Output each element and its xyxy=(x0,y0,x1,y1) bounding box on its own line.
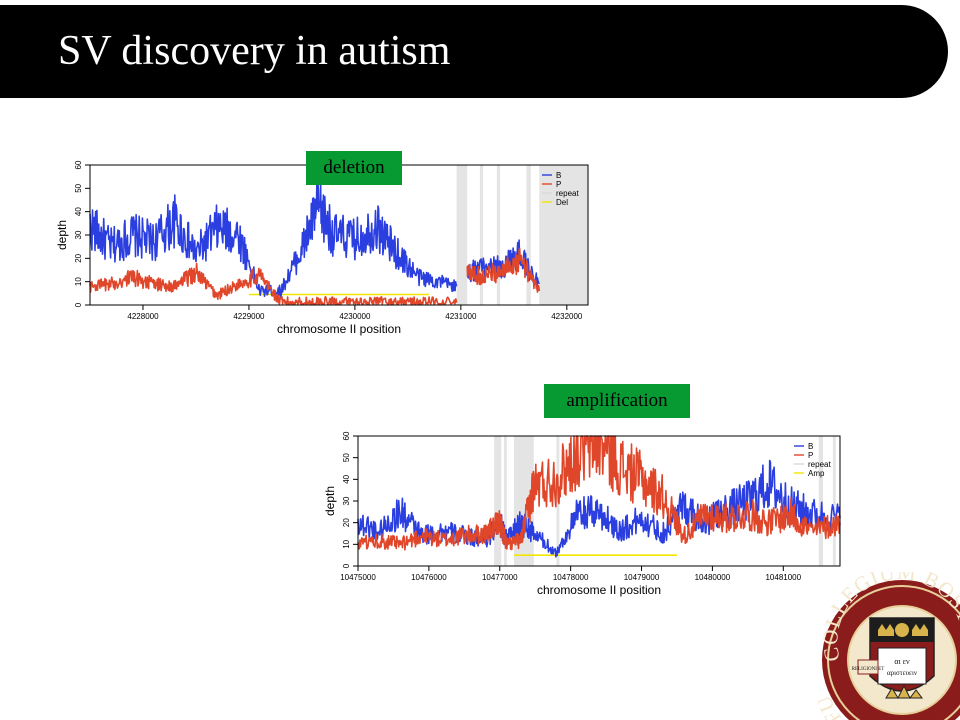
chart2-xtick-label-2: 10477000 xyxy=(482,573,518,582)
chart1-ytick-label-2: 20 xyxy=(74,253,83,262)
chart2-xtick-label-1: 10476000 xyxy=(411,573,447,582)
chart2-series-B-0 xyxy=(357,459,841,558)
chart2-xtick-label-3: 10478000 xyxy=(553,573,589,582)
chart2-legend-label-0: B xyxy=(808,442,813,451)
chart2-ylabel: depth xyxy=(323,486,337,516)
chart1-ytick-label-4: 40 xyxy=(74,207,83,216)
chart2-ytick-label-2: 20 xyxy=(342,518,351,527)
chart1-ytick-label-5: 50 xyxy=(74,183,83,192)
chart1-repeat-region-1 xyxy=(479,165,484,305)
chart1-ylabel: depth xyxy=(55,220,69,250)
chart2-xlabel: chromosome II position xyxy=(537,583,661,597)
chart1-repeat-region-4 xyxy=(539,165,588,305)
amplification-tag: amplification xyxy=(544,384,690,418)
chart2-ytick-label-1: 10 xyxy=(342,539,351,548)
chart1-repeat-region-0 xyxy=(456,165,468,305)
chart2-repeat-region-4 xyxy=(818,436,823,566)
chart2-ytick-label-3: 30 xyxy=(342,496,351,505)
college-seal-logo: COLLEGIUM BOST FU αι εν αριστευειν RELIG… xyxy=(818,572,960,720)
chart1-ytick-label-3: 30 xyxy=(74,230,83,239)
seal-banner-text: RELIGIONI ET xyxy=(852,667,885,672)
chart1-xtick-label-4: 4232000 xyxy=(551,312,583,321)
chart2-legend-label-1: P xyxy=(808,451,813,460)
chart2-repeat-region-0 xyxy=(494,436,502,566)
chart2-xtick-label-4: 10479000 xyxy=(624,573,660,582)
chart1-ytick-label-1: 10 xyxy=(74,277,83,286)
chart1-legend-label-3: Del xyxy=(556,198,568,207)
chart2-repeat-region-1 xyxy=(504,436,507,566)
chart1-xtick-label-3: 4231000 xyxy=(445,312,477,321)
chart2-ytick-label-0: 0 xyxy=(342,563,351,568)
chart1-series-P-3 xyxy=(466,247,541,293)
chart2-xtick-label-0: 10475000 xyxy=(340,573,376,582)
chart2-repeat-region-5 xyxy=(832,436,836,566)
chart1-ytick-label-6: 60 xyxy=(74,160,83,169)
chart1-xlabel: chromosome II position xyxy=(277,322,401,336)
chart1-repeat-region-2 xyxy=(496,165,501,305)
chart2-ytick-label-6: 60 xyxy=(342,431,351,440)
chart1-legend-label-2: repeat xyxy=(556,189,579,198)
chart1-legend-label-0: B xyxy=(556,171,561,180)
chart2-ytick-label-4: 40 xyxy=(342,474,351,483)
chart1-ytick-label-0: 0 xyxy=(74,302,83,307)
chart2-legend-label-2: repeat xyxy=(808,460,831,469)
seal-book-text-1: αι εν xyxy=(894,657,910,666)
chart2-xtick-label-6: 10481000 xyxy=(765,573,801,582)
slide-title: SV discovery in autism xyxy=(58,28,451,74)
chart1-repeat-region-3 xyxy=(526,165,531,305)
chart1-xtick-label-0: 4228000 xyxy=(127,312,159,321)
seal-book-text-2: αριστευειν xyxy=(887,669,917,677)
chart1-series-P-2 xyxy=(89,262,458,305)
title-bar xyxy=(0,5,948,98)
chart1-xtick-label-2: 4230000 xyxy=(339,312,371,321)
chart2-xtick-label-5: 10480000 xyxy=(695,573,731,582)
deletion-tag: deletion xyxy=(306,151,402,185)
chart1-xtick-label-1: 4229000 xyxy=(233,312,265,321)
chart2-ytick-label-5: 50 xyxy=(342,453,351,462)
chart1-legend-label-1: P xyxy=(556,180,561,189)
chart2-legend-label-3: Amp xyxy=(808,469,825,478)
